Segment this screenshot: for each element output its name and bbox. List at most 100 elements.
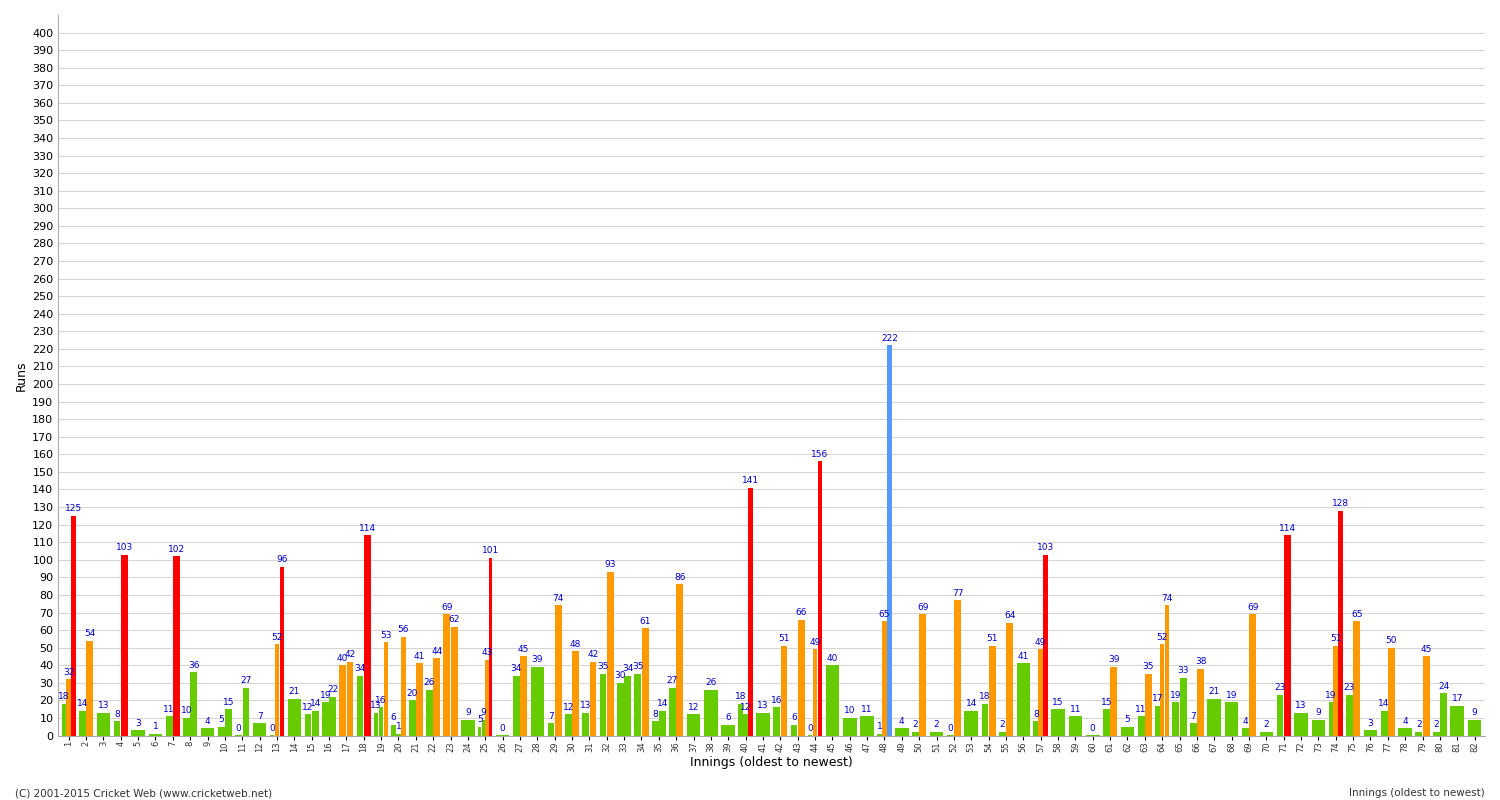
Text: 35: 35 <box>1143 662 1154 671</box>
Text: 14: 14 <box>966 699 976 708</box>
Text: 15: 15 <box>224 698 234 706</box>
Bar <box>687 714 700 735</box>
Bar <box>80 711 86 735</box>
Bar <box>96 713 109 735</box>
Bar <box>756 713 770 735</box>
Bar <box>744 714 748 735</box>
Bar <box>1160 644 1164 735</box>
Bar <box>1166 606 1170 735</box>
Bar <box>981 704 988 735</box>
Text: 18: 18 <box>58 692 69 702</box>
Bar <box>930 732 944 735</box>
Text: 21: 21 <box>288 687 300 696</box>
Bar <box>1311 720 1324 735</box>
Text: 4: 4 <box>1242 717 1248 726</box>
Bar <box>1380 711 1388 735</box>
Bar <box>651 722 658 735</box>
Bar <box>489 558 492 735</box>
Text: 6: 6 <box>790 714 796 722</box>
Bar <box>364 535 370 735</box>
Bar <box>531 667 544 735</box>
Text: 18: 18 <box>735 692 747 702</box>
Text: 19: 19 <box>1324 690 1336 699</box>
Text: 66: 66 <box>795 608 807 617</box>
Bar <box>704 690 717 735</box>
Text: 6: 6 <box>726 714 730 722</box>
Bar <box>813 650 818 735</box>
Bar <box>1110 667 1118 735</box>
Bar <box>999 732 1005 735</box>
Bar <box>322 702 328 735</box>
Bar <box>624 676 632 735</box>
Text: 15: 15 <box>1053 698 1064 706</box>
Text: 0: 0 <box>1090 724 1095 733</box>
Text: 19: 19 <box>320 690 332 699</box>
Text: 8: 8 <box>114 710 120 719</box>
Text: 101: 101 <box>482 546 500 555</box>
X-axis label: Innings (oldest to newest): Innings (oldest to newest) <box>690 756 853 769</box>
Bar <box>62 704 66 735</box>
Bar <box>1440 694 1448 735</box>
Bar <box>114 722 120 735</box>
Text: 23: 23 <box>1275 683 1286 693</box>
Text: 12: 12 <box>688 703 699 712</box>
Text: 14: 14 <box>309 699 321 708</box>
Text: 11: 11 <box>1070 705 1082 714</box>
Text: 39: 39 <box>1108 655 1119 664</box>
Text: 32: 32 <box>63 668 75 677</box>
Text: 8: 8 <box>652 710 658 719</box>
Text: 0: 0 <box>500 724 506 733</box>
Text: 56: 56 <box>398 626 410 634</box>
Bar <box>1180 678 1186 735</box>
Text: 19: 19 <box>1170 690 1182 699</box>
Text: 45: 45 <box>518 645 530 654</box>
Bar <box>1294 713 1308 735</box>
Bar <box>878 734 882 735</box>
Bar <box>166 716 172 735</box>
Bar <box>946 734 954 735</box>
Text: 61: 61 <box>639 617 651 626</box>
Bar <box>1034 722 1038 735</box>
Text: 10: 10 <box>182 706 192 715</box>
Text: 17: 17 <box>1152 694 1162 703</box>
Bar <box>634 674 640 735</box>
Text: 48: 48 <box>570 639 582 649</box>
Text: 74: 74 <box>1161 594 1173 603</box>
Bar <box>1468 720 1482 735</box>
Bar <box>1226 702 1239 735</box>
Bar <box>408 700 416 735</box>
Bar <box>669 688 676 735</box>
Bar <box>426 690 433 735</box>
Bar <box>288 698 302 735</box>
Bar <box>396 734 400 735</box>
Bar <box>896 729 909 735</box>
Bar <box>1173 702 1179 735</box>
Text: 9: 9 <box>480 708 486 717</box>
Text: 69: 69 <box>916 602 928 612</box>
Bar <box>444 614 450 735</box>
Text: 9: 9 <box>1472 708 1478 717</box>
Y-axis label: Runs: Runs <box>15 360 28 390</box>
Text: 141: 141 <box>742 476 759 485</box>
Bar <box>920 614 927 735</box>
Bar <box>1102 709 1110 735</box>
Bar <box>1144 674 1152 735</box>
Text: 20: 20 <box>406 689 418 698</box>
Text: 7: 7 <box>256 711 262 721</box>
Text: 34: 34 <box>354 664 366 673</box>
Text: 77: 77 <box>952 589 963 598</box>
Text: 2: 2 <box>999 720 1005 730</box>
Bar <box>416 663 423 735</box>
Text: 14: 14 <box>657 699 668 708</box>
Bar <box>132 730 146 735</box>
Text: 69: 69 <box>441 602 453 612</box>
Text: 41: 41 <box>414 652 424 661</box>
Bar <box>642 628 648 735</box>
Text: 51: 51 <box>778 634 790 643</box>
Bar <box>964 711 978 735</box>
Text: 96: 96 <box>276 555 288 564</box>
Text: 2: 2 <box>933 720 939 730</box>
Text: 222: 222 <box>880 334 898 342</box>
Bar <box>573 651 579 735</box>
Text: 86: 86 <box>674 573 686 582</box>
